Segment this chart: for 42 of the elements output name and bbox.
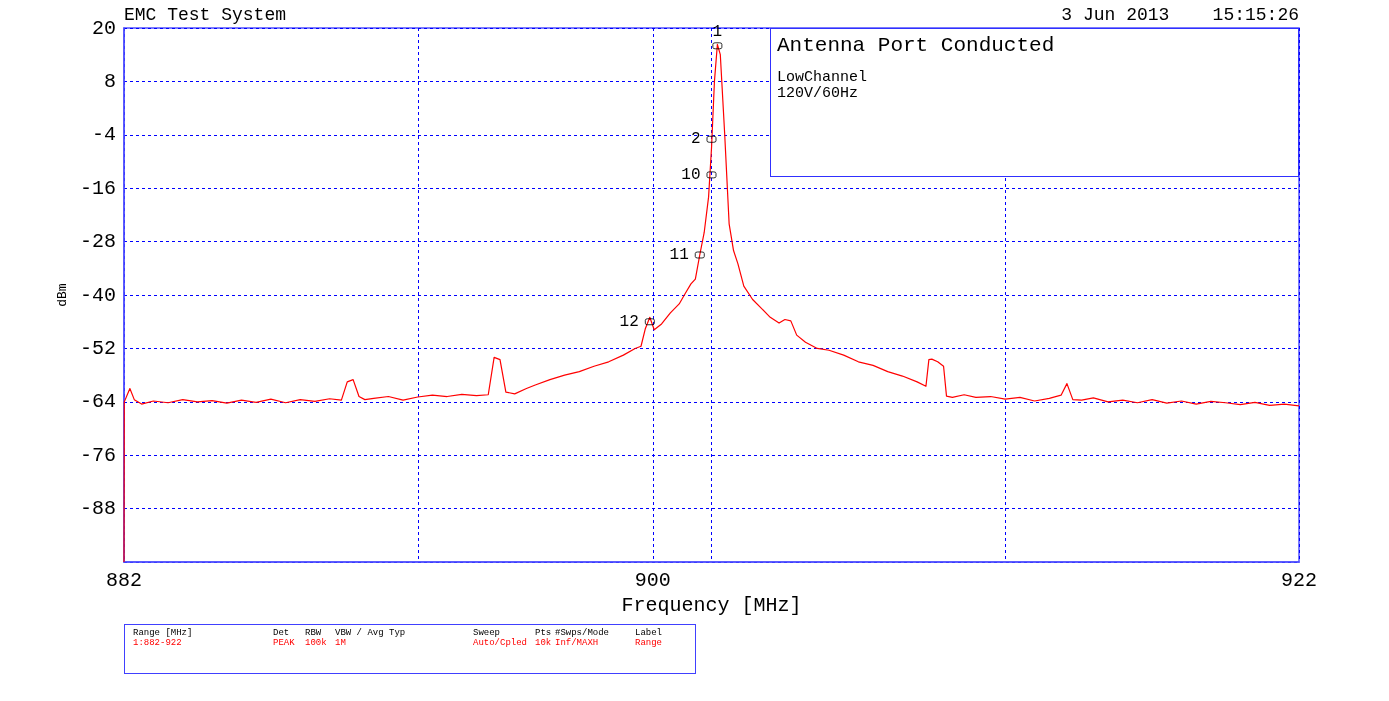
y-tick-label: -16 xyxy=(79,176,116,200)
y-tick-label: -64 xyxy=(79,390,116,414)
chart-title: Antenna Port Conducted xyxy=(777,34,1055,57)
text: 100k xyxy=(305,638,327,648)
y-tick-label: 20 xyxy=(91,16,116,40)
text: Range [MHz] xyxy=(133,628,193,638)
x-tick-label: 900 xyxy=(634,568,671,592)
text: Det xyxy=(273,628,290,638)
y-tick-label: -88 xyxy=(79,497,116,521)
x-axis-title: Frequency [MHz] xyxy=(621,593,802,617)
text: 1M xyxy=(335,638,346,648)
x-tick-label: 882 xyxy=(105,568,143,592)
text: RBW xyxy=(305,628,322,638)
annotation: 10 xyxy=(681,165,701,184)
y-tick-label: -76 xyxy=(79,443,116,467)
text: EMC Test System xyxy=(124,5,287,25)
text: Label xyxy=(635,628,663,638)
text: 3 Jun 2013 15:15:26 xyxy=(1061,5,1299,25)
y-axis-title: dBm xyxy=(55,283,71,307)
text: PEAK xyxy=(273,638,295,648)
text: #Swps/Mode xyxy=(555,628,610,638)
text: Range xyxy=(635,638,663,648)
y-tick-label: 8 xyxy=(103,69,116,93)
x-tick-label: 922 xyxy=(1280,568,1318,592)
text: VBW / Avg Typ xyxy=(335,628,406,638)
y-tick-label: -4 xyxy=(91,123,116,147)
text: Pts xyxy=(535,628,552,638)
text: Auto/Cpled xyxy=(473,638,528,648)
text: 1:882-922 xyxy=(133,638,182,648)
annotation: 120V/60Hz xyxy=(777,85,859,102)
info-panel: Antenna Port Conducted LowChannel 120V/60Hz xyxy=(770,28,1299,177)
text: Sweep xyxy=(473,628,501,638)
y-tick-label: -28 xyxy=(79,230,116,254)
y-tick-label: -52 xyxy=(79,336,116,360)
y-tick-label: -40 xyxy=(79,283,116,307)
annotation: 1 xyxy=(712,23,723,42)
text: Inf/MAXH xyxy=(555,638,599,648)
text: 10k xyxy=(535,638,552,648)
annotation: 11 xyxy=(669,245,689,264)
annotation: 12 xyxy=(619,312,639,331)
annotation: LowChannel xyxy=(777,69,868,86)
annotation: 2 xyxy=(690,130,701,149)
